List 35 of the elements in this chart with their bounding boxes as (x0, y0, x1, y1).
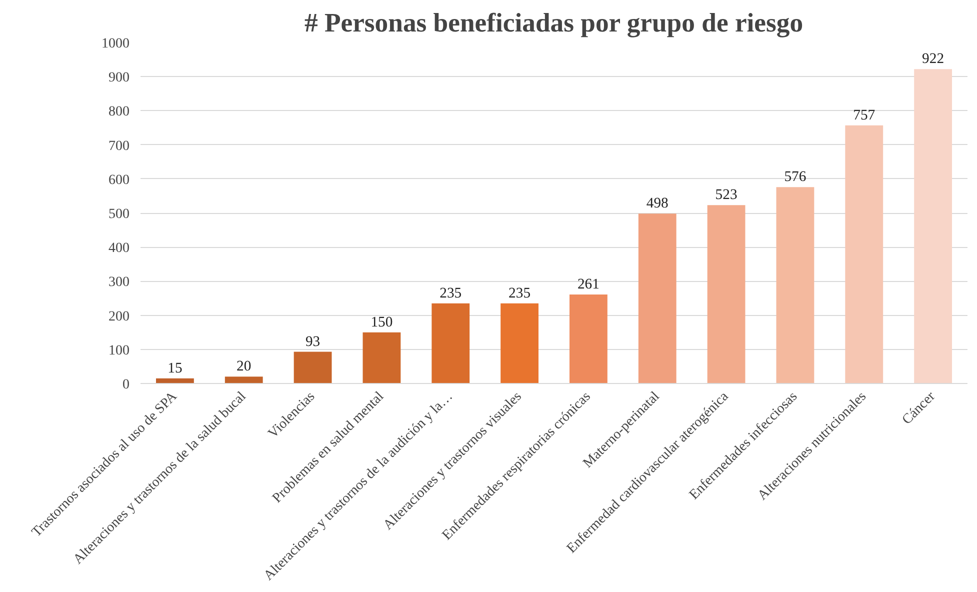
data-label: 150 (370, 314, 393, 330)
data-label: 20 (236, 358, 252, 375)
bar (570, 294, 608, 384)
data-label: 576 (784, 169, 806, 186)
bar (638, 214, 676, 384)
bar (224, 376, 263, 384)
bar (432, 303, 470, 384)
data-label: 922 (922, 51, 944, 68)
data-label: 93 (305, 334, 320, 350)
y-tick-label: 500 (108, 207, 130, 222)
data-label: 757 (853, 107, 876, 124)
data-label: 261 (577, 276, 600, 292)
y-tick-label: 100 (108, 343, 130, 358)
bar (500, 303, 538, 384)
bar (707, 205, 746, 384)
data-label: 498 (646, 196, 668, 212)
data-label: 235 (508, 285, 531, 302)
y-tick-label: 0 (122, 378, 130, 392)
y-tick-label: 900 (108, 70, 130, 86)
y-tick-label: 1000 (102, 36, 130, 52)
y-tick-label: 400 (108, 241, 130, 256)
y-tick-label: 200 (108, 309, 130, 324)
bar (914, 69, 952, 384)
bar (294, 352, 332, 384)
data-label: 235 (440, 285, 462, 302)
y-tick-label: 800 (108, 104, 130, 120)
data-label: 523 (715, 187, 738, 204)
chart-title: # Personas beneficiadas por grupo de riesgo (304, 8, 804, 38)
y-tick-label: 600 (108, 172, 130, 188)
bar (776, 187, 814, 384)
bar (845, 125, 884, 384)
y-tick-label: 300 (108, 275, 130, 290)
y-tick-label: 700 (108, 138, 130, 154)
bar (362, 332, 401, 384)
data-label: 15 (168, 360, 182, 376)
